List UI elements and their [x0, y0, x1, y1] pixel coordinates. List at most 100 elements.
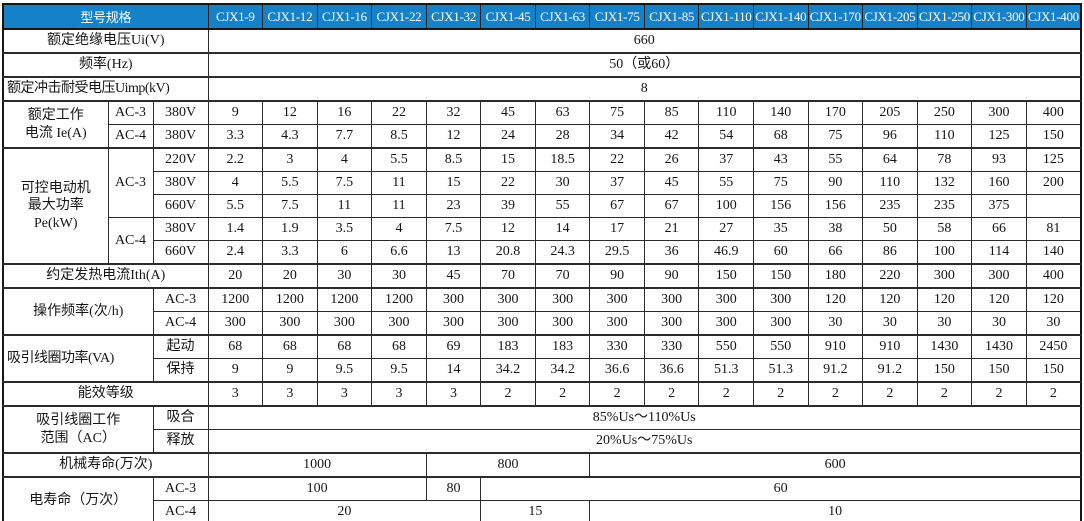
value-cell: 30 — [316, 263, 373, 289]
value-cell: 4 — [316, 147, 373, 172]
value-cell: 34 — [589, 124, 645, 149]
value-cell: 43 — [753, 147, 809, 172]
table-row: 660V 5.5 7.5 11 11 23 39 55 67 67 100 156 156 235 235 3… — [3, 194, 1081, 218]
value-cell: 10 — [589, 500, 1082, 521]
sub-label-cell: AC-4 — [107, 217, 154, 265]
value-cell: 11 — [371, 171, 427, 195]
value-cell: 15 — [425, 171, 482, 195]
value-cell: 93 — [971, 147, 1027, 172]
value-cell: 1200 — [371, 287, 427, 312]
value-cell: 81 — [1025, 217, 1082, 241]
model-header-cell: CJX1-140 — [753, 3, 809, 30]
value-cell: 20%Us～75%Us — [207, 429, 1082, 454]
table-header: 型号规格 CJX1-9 CJX1-12 CJX1-16 CJX1-22 CJX1-32 CJ… — [2, 3, 1082, 30]
spec-table: 型号规格 CJX1-9 CJX1-12 CJX1-16 CJX1-22 CJX1-32 CJ… — [2, 3, 1082, 521]
value-cell: 9.5 — [316, 358, 373, 383]
value-cell: 66 — [971, 217, 1027, 241]
value-cell: 96 — [862, 124, 918, 149]
value-cell: 55 — [807, 147, 864, 172]
value-cell: 1430 — [971, 334, 1027, 359]
model-header-cell: CJX1-170 — [807, 3, 864, 30]
value-cell: 20 — [207, 500, 482, 521]
value-cell: 2 — [753, 381, 809, 407]
value-cell: 140 — [1025, 240, 1082, 265]
value-cell: 86 — [862, 240, 918, 265]
value-cell: 125 — [1025, 147, 1082, 172]
value-cell: 34.2 — [534, 358, 591, 383]
value-cell: 132 — [916, 171, 973, 195]
value-cell: 75 — [753, 171, 809, 195]
value-cell: 120 — [862, 287, 918, 312]
model-header-cell: CJX1-75 — [589, 3, 645, 30]
value-cell: 75 — [807, 124, 864, 149]
table-body: 额定绝缘电压Ui(V) 660 频率(Hz) 50（或60） 额定冲击耐受电压Uimp(… — [2, 28, 1082, 521]
value-cell: 20.8 — [480, 240, 536, 265]
value-cell: 13 — [425, 240, 482, 265]
value-cell: 2450 — [1025, 334, 1082, 359]
value-cell: 150 — [1025, 124, 1082, 149]
value-cell: 250 — [916, 100, 973, 125]
value-cell: 300 — [534, 287, 591, 312]
sub-label-cell: 释放 — [152, 429, 209, 454]
model-header-cell: CJX1-22 — [371, 3, 427, 30]
value-cell: 14 — [534, 217, 591, 241]
value-cell: 235 — [916, 194, 973, 218]
spec-label-cell: 约定发热电流Ith(A) — [2, 263, 209, 289]
table-row: 额定冲击耐受电压Uimp(kV) 8 — [2, 76, 1082, 102]
value-cell: 30 — [534, 171, 591, 195]
value-cell: 8 — [207, 76, 1082, 102]
value-cell: 160 — [971, 171, 1027, 195]
value-cell: 4 — [207, 171, 264, 195]
table-row: 660V 2.4 3.3 6 6.6 13 20.8 24.3 29.5 36 46.9 60 66 86… — [3, 240, 1082, 265]
model-header-cell: CJX1-110 — [698, 3, 754, 30]
value-cell: 39 — [480, 194, 536, 218]
value-cell: 300 — [698, 311, 754, 336]
value-cell: 400 — [1025, 100, 1082, 125]
value-cell: 2.2 — [207, 147, 264, 172]
value-cell: 15 — [480, 147, 536, 172]
value-cell: 100 — [916, 240, 973, 265]
value-cell: 30 — [862, 311, 918, 336]
value-cell: 36 — [643, 240, 700, 265]
value-cell: 64 — [862, 147, 918, 172]
value-cell: 150 — [971, 358, 1027, 383]
value-cell: 14 — [425, 358, 482, 383]
value-cell: 67 — [643, 194, 700, 218]
sub-label-cell: AC-4 — [152, 311, 209, 336]
value-cell: 66 — [807, 240, 864, 265]
value-cell: 2 — [916, 381, 973, 407]
value-cell: 205 — [862, 100, 918, 125]
model-header-cell: CJX1-9 — [207, 3, 264, 30]
sub-label-cell: 660V — [152, 194, 209, 218]
value-cell: 120 — [971, 287, 1027, 312]
sub-label-cell: 220V — [152, 147, 209, 172]
value-cell: 2 — [971, 381, 1027, 407]
value-cell: 100 — [698, 194, 754, 218]
value-cell: 22 — [480, 171, 536, 195]
value-cell: 3 — [207, 381, 264, 407]
value-cell: 22 — [589, 147, 645, 172]
sub-label-cell: 起动 — [152, 334, 209, 359]
value-cell: 183 — [534, 334, 591, 359]
model-header-cell: CJX1-400 — [1025, 3, 1082, 30]
table-row: AC-4 380V 1.4 1.9 3.5 4 7.5 12 14 17 21 27 35 38 50 58 6… — [3, 217, 1082, 265]
sub-label-cell: AC-4 — [152, 500, 209, 521]
value-cell: 400 — [1025, 263, 1082, 289]
model-header-cell: CJX1-12 — [262, 3, 318, 30]
value-cell: 300 — [480, 311, 536, 336]
value-cell: 60 — [753, 240, 809, 265]
value-cell: 50 — [862, 217, 918, 241]
value-cell: 50（或60） — [207, 52, 1082, 78]
sub-label-cell: AC-3 — [107, 147, 154, 218]
model-header-cell: CJX1-85 — [643, 3, 700, 30]
value-cell: 110 — [862, 171, 918, 195]
value-cell: 21 — [643, 217, 700, 241]
value-cell: 91.2 — [807, 358, 864, 383]
value-cell: 34.2 — [480, 358, 536, 383]
value-cell: 60 — [480, 476, 1082, 501]
value-cell: 12 — [480, 217, 536, 241]
value-cell: 114 — [971, 240, 1027, 265]
value-cell: 12 — [262, 100, 318, 125]
value-cell: 17 — [589, 217, 645, 241]
value-cell: 3 — [316, 381, 373, 407]
